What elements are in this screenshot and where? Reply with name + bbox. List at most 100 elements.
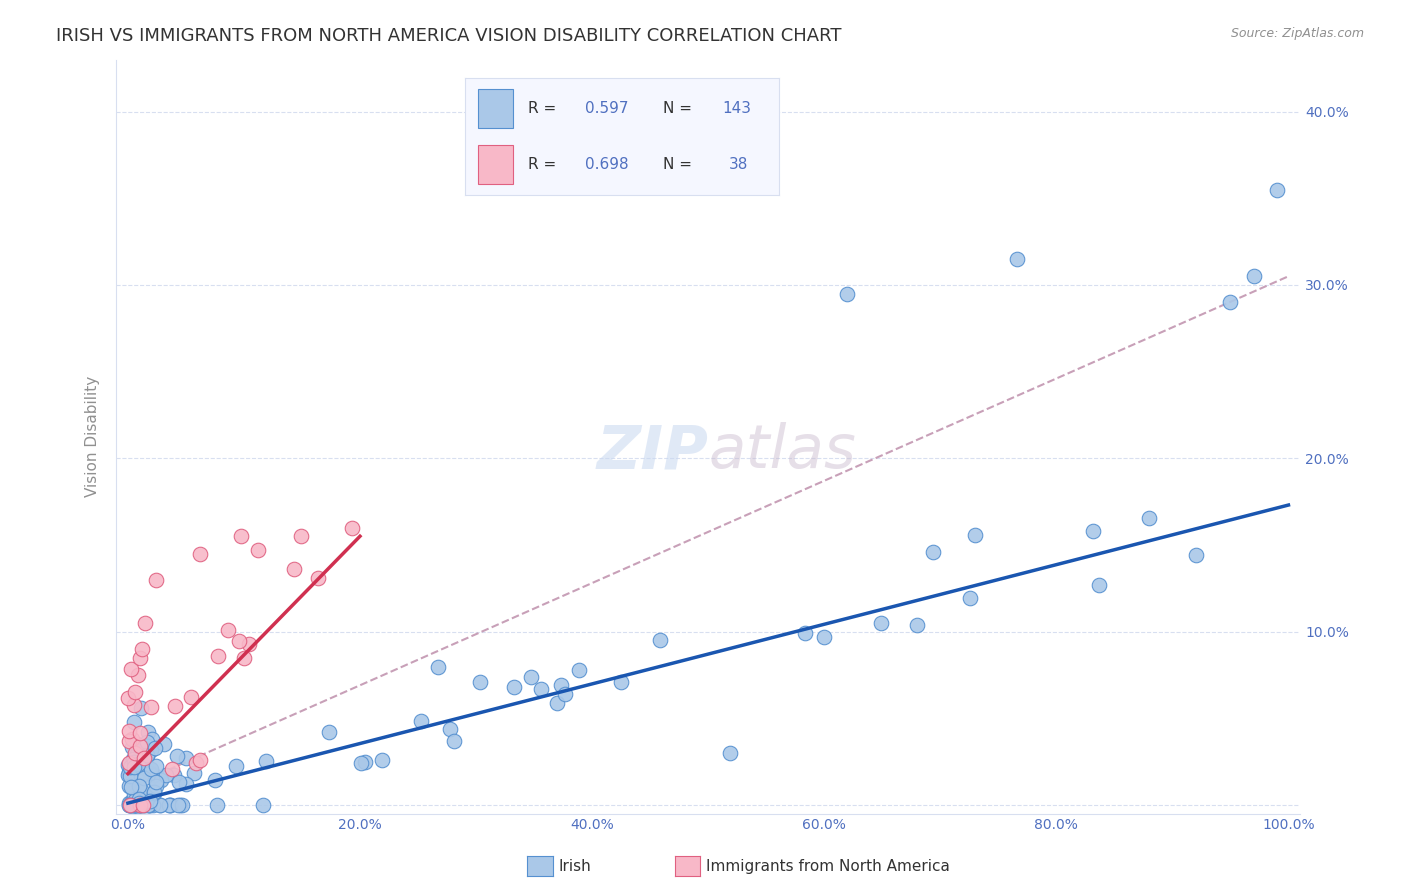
Point — [530, 681, 553, 696]
Point — [124, 797, 146, 812]
Point — [163, 699, 186, 714]
Point — [136, 748, 159, 763]
Point — [353, 755, 375, 769]
Point — [127, 794, 149, 808]
Point — [163, 768, 186, 782]
Point — [120, 780, 142, 794]
Point — [127, 756, 149, 771]
Point — [1265, 183, 1288, 197]
Point — [139, 797, 162, 812]
Point — [610, 675, 633, 690]
Point — [145, 780, 167, 794]
Point — [135, 739, 157, 753]
Point — [160, 762, 183, 776]
Point — [127, 789, 149, 804]
Point — [128, 779, 150, 793]
Point — [120, 797, 142, 812]
Point — [318, 725, 340, 739]
Point — [793, 626, 815, 640]
Point — [180, 690, 202, 705]
Text: Source: ZipAtlas.com: Source: ZipAtlas.com — [1230, 27, 1364, 40]
Point — [188, 547, 211, 561]
Point — [141, 762, 163, 776]
Point — [963, 527, 986, 541]
Point — [145, 573, 167, 587]
Point — [159, 797, 181, 812]
Point — [134, 615, 156, 630]
Point — [124, 685, 146, 699]
Point — [905, 618, 928, 632]
Point — [1184, 548, 1206, 562]
Point — [169, 797, 191, 812]
Point — [122, 698, 145, 712]
Point — [121, 797, 143, 812]
Point — [143, 740, 166, 755]
Point — [121, 794, 143, 808]
Point — [290, 529, 312, 543]
Point — [342, 520, 364, 534]
Point — [118, 797, 141, 812]
Point — [149, 772, 172, 787]
Point — [427, 660, 450, 674]
Point — [468, 674, 491, 689]
Point — [128, 797, 150, 812]
Point — [120, 760, 142, 774]
Point — [813, 630, 835, 644]
Point — [117, 768, 139, 782]
Point — [129, 759, 152, 773]
Point — [122, 760, 145, 774]
Point — [120, 769, 142, 783]
Point — [129, 650, 152, 665]
Point — [134, 797, 156, 812]
Point — [129, 726, 152, 740]
Point — [922, 545, 945, 559]
Point — [1243, 269, 1265, 284]
Point — [117, 797, 139, 812]
Point — [136, 735, 159, 749]
Point — [127, 747, 149, 761]
Point — [122, 755, 145, 769]
Point — [174, 750, 197, 764]
Point — [228, 634, 250, 648]
Point — [138, 797, 160, 812]
Point — [546, 696, 568, 710]
Point — [870, 615, 893, 630]
Point — [959, 591, 981, 606]
Point — [145, 775, 167, 789]
Point — [443, 734, 465, 748]
Point — [136, 797, 159, 812]
Point — [129, 701, 152, 715]
Point — [170, 797, 193, 812]
Point — [117, 758, 139, 772]
Point — [149, 797, 172, 812]
Point — [128, 795, 150, 809]
Point — [307, 571, 329, 585]
Point — [124, 793, 146, 807]
Point — [132, 771, 155, 785]
Point — [134, 751, 156, 765]
Point — [129, 782, 152, 797]
Point — [118, 734, 141, 748]
Point — [118, 765, 141, 780]
Point — [142, 786, 165, 800]
Point — [124, 746, 146, 760]
Point — [125, 797, 148, 812]
Point — [122, 788, 145, 802]
Point — [648, 633, 671, 648]
Point — [128, 797, 150, 812]
Point — [204, 773, 226, 788]
Point — [283, 562, 305, 576]
Point — [1137, 511, 1160, 525]
Point — [125, 770, 148, 784]
Point — [439, 722, 461, 736]
Point — [183, 765, 205, 780]
Point — [118, 779, 141, 793]
Text: IRISH VS IMMIGRANTS FROM NORTH AMERICA VISION DISABILITY CORRELATION CHART: IRISH VS IMMIGRANTS FROM NORTH AMERICA V… — [56, 27, 842, 45]
Point — [184, 756, 207, 770]
Point — [129, 797, 152, 812]
Point — [138, 797, 160, 812]
Point — [232, 650, 254, 665]
Point — [128, 782, 150, 797]
Point — [127, 737, 149, 751]
Point — [254, 755, 277, 769]
